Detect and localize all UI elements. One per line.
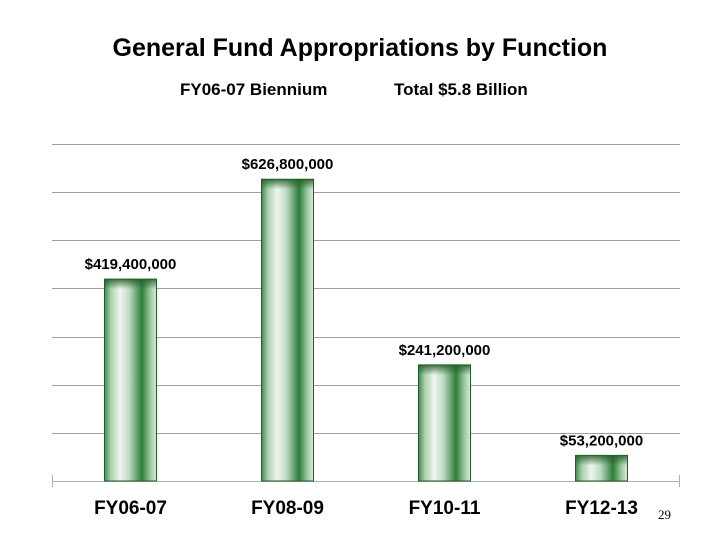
bar-FY08-09 (261, 178, 314, 482)
data-label: $419,400,000 (85, 256, 177, 273)
data-label: $626,800,000 (242, 156, 334, 173)
x-tick-label: FY12-13 (565, 498, 638, 519)
x-tick-label: FY10-11 (409, 498, 481, 519)
x-tick-label: FY06-07 (94, 498, 167, 519)
x-tick-labels: FY06-07 FY08-09 FY10-11 FY12-13 (94, 498, 638, 519)
chart-title: General Fund Appropriations by Function (112, 34, 608, 62)
bar-top-shade (575, 455, 628, 466)
x-tick-label: FY08-09 (251, 498, 324, 519)
bar-top-shade (418, 364, 471, 375)
page-number: 29 (658, 507, 671, 522)
bar-FY06-07 (104, 278, 157, 482)
bar-top-shade (261, 179, 314, 190)
data-label: $53,200,000 (560, 432, 643, 449)
bars (104, 178, 628, 482)
data-labels: $419,400,000 $626,800,000 $241,200,000 $53,… (85, 156, 644, 449)
total-subtitle: Total $5.8 Billion (394, 80, 528, 99)
bar-FY10-11 (418, 364, 471, 482)
bar-top-shade (104, 279, 157, 290)
data-label: $241,200,000 (399, 342, 491, 359)
biennium-subtitle: FY06-07 Biennium (180, 80, 328, 99)
